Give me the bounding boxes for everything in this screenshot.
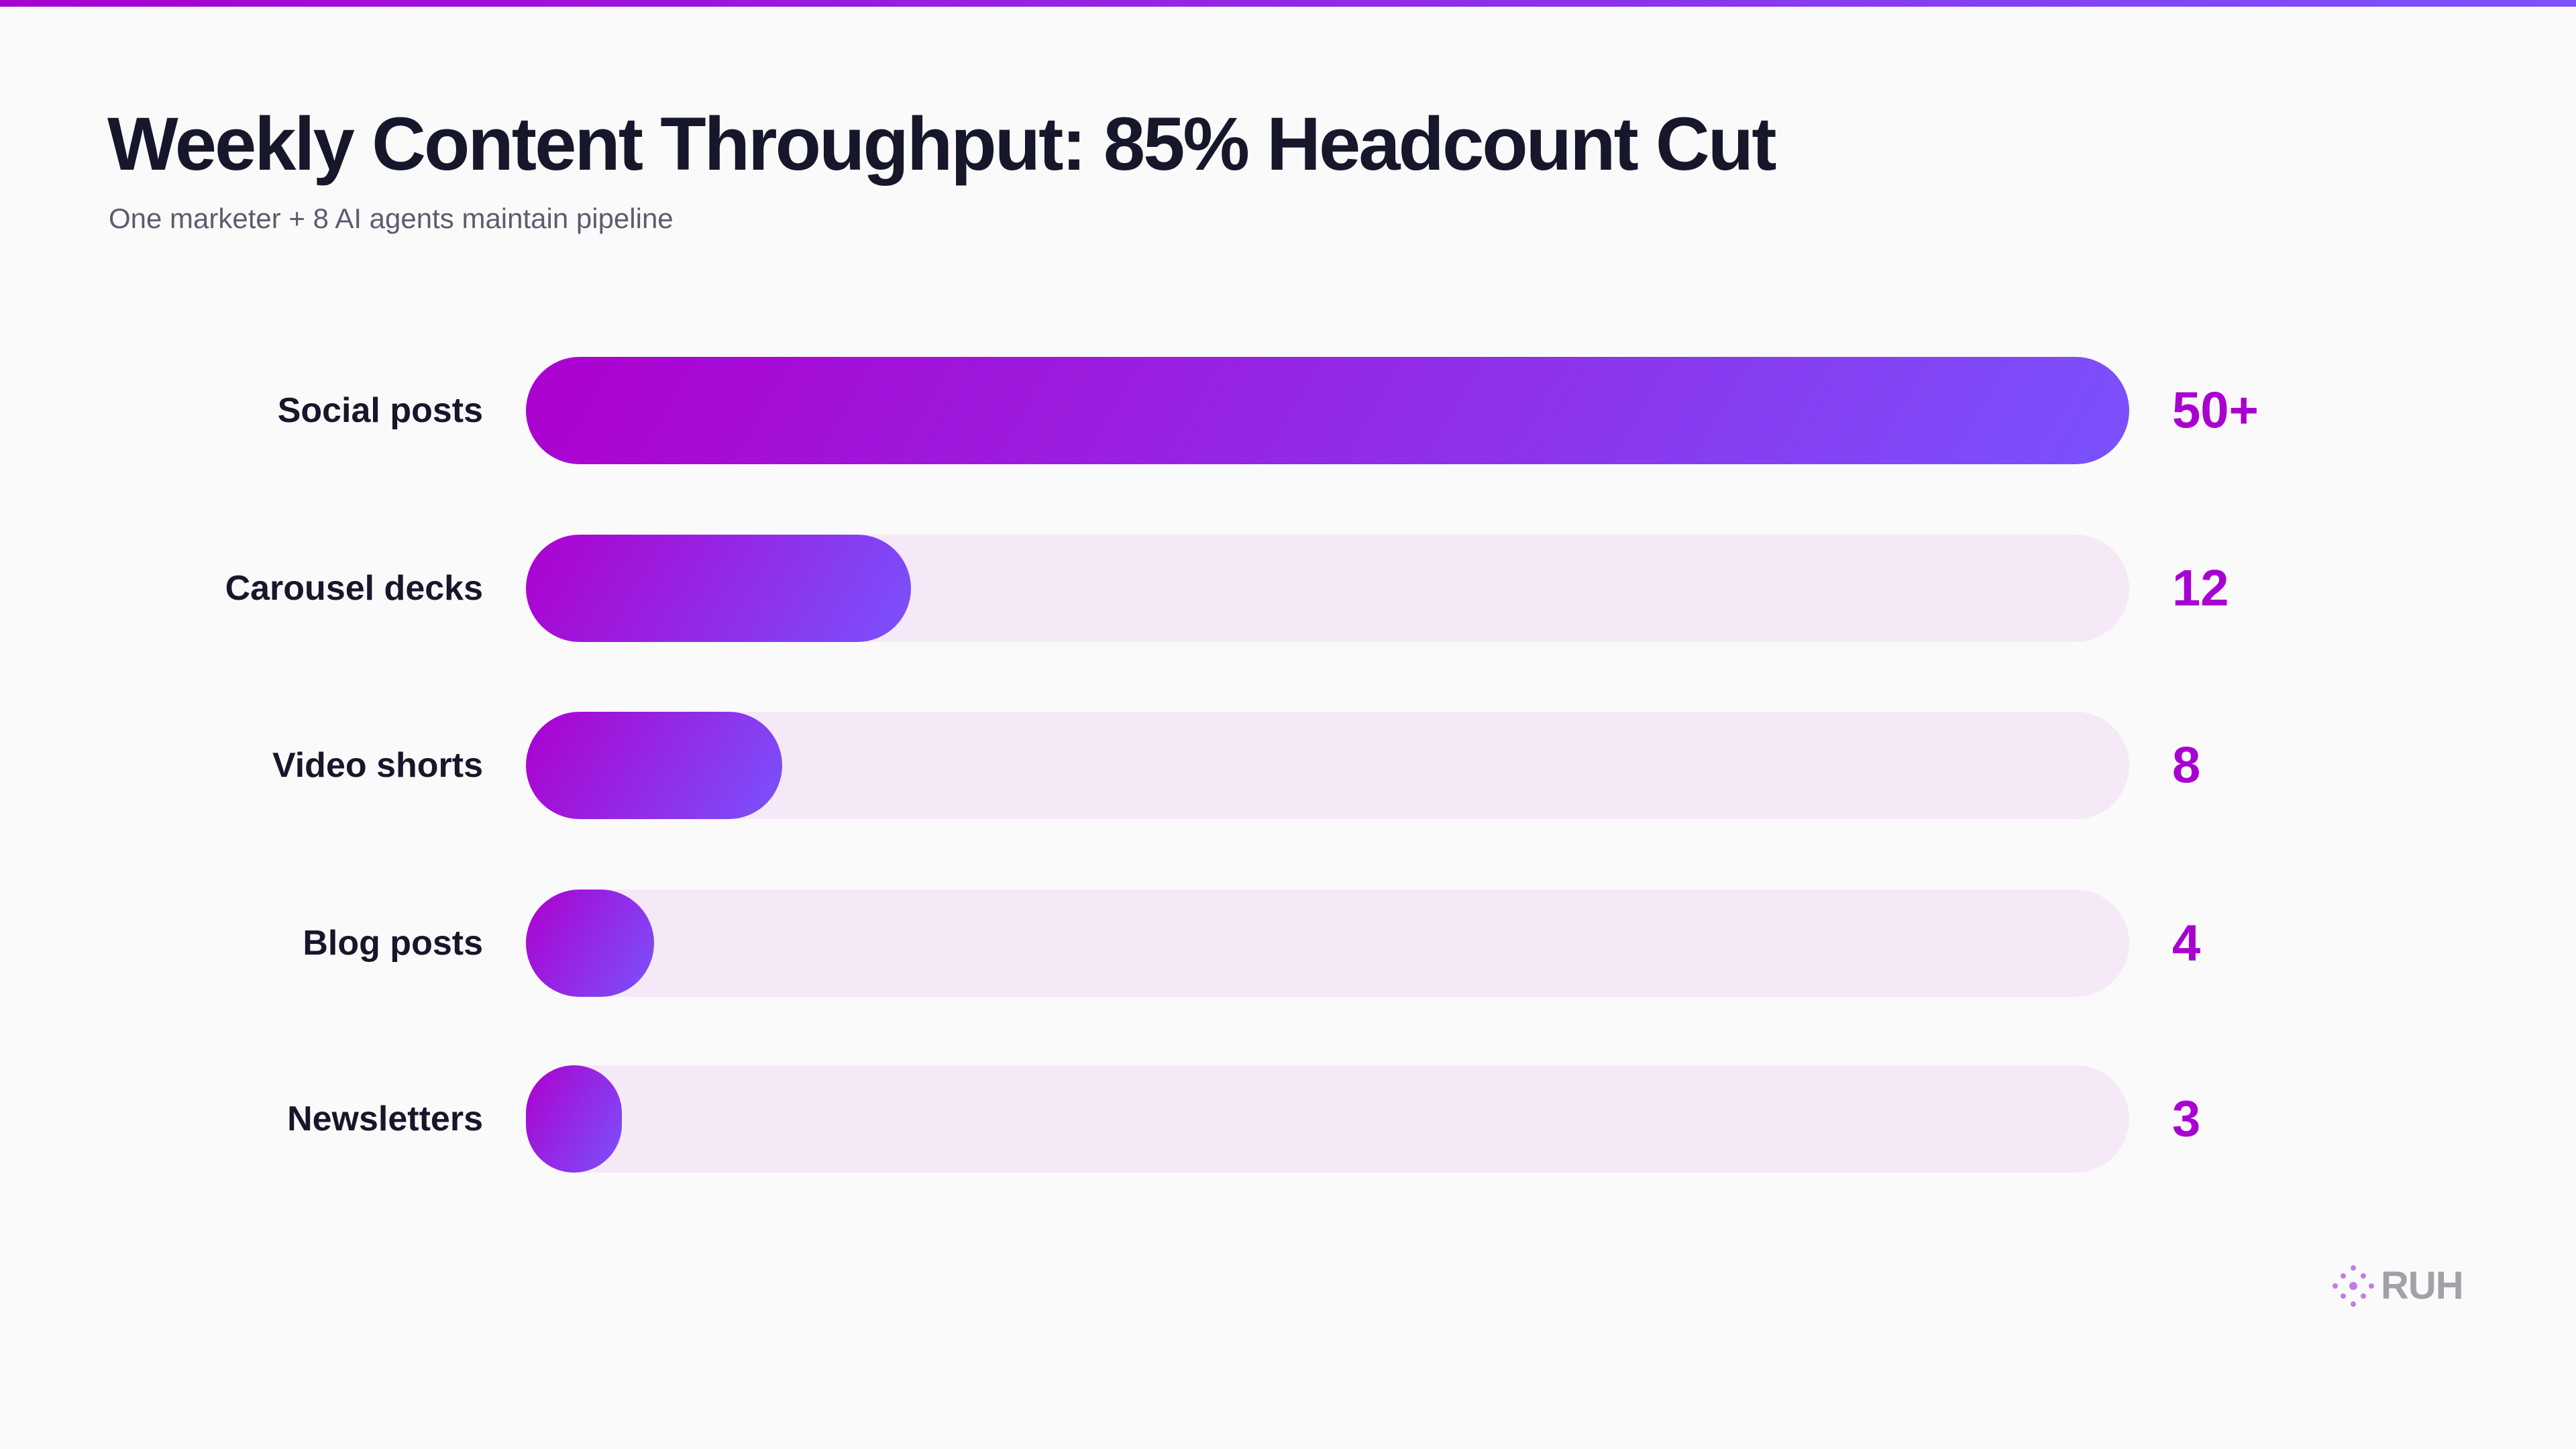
dot-cluster-icon: [2332, 1265, 2374, 1307]
bar-track: [526, 357, 2129, 464]
chart-title: Weekly Content Throughput: 85% Headcount…: [107, 102, 1777, 186]
logo-text: RUH: [2381, 1264, 2464, 1307]
bar-value-label: 50+: [2172, 382, 2259, 439]
ruh-logo: RUH: [2331, 1263, 2464, 1308]
top-accent-bar: [0, 0, 2576, 7]
bar: [526, 357, 2129, 464]
bar: [526, 1065, 623, 1173]
bar: [526, 712, 783, 819]
chart-subtitle: One marketer + 8 AI agents maintain pipe…: [109, 203, 674, 234]
bar-track: [526, 1065, 2129, 1173]
bar-value-label: 4: [2172, 914, 2201, 972]
bar-track: [526, 890, 2129, 997]
bar-label: Carousel decks: [225, 569, 483, 608]
bar-label: Newsletters: [287, 1099, 483, 1138]
bar-track: [526, 712, 2129, 819]
bar-label: Social posts: [277, 391, 483, 430]
bar-label: Video shorts: [272, 746, 483, 785]
bar: [526, 535, 911, 642]
bar-value-label: 8: [2172, 737, 2201, 794]
bar-label: Blog posts: [303, 924, 483, 963]
bar-value-label: 3: [2172, 1090, 2201, 1148]
bar: [526, 890, 655, 997]
bar-value-label: 12: [2172, 559, 2229, 617]
bar-track: [526, 535, 2129, 642]
